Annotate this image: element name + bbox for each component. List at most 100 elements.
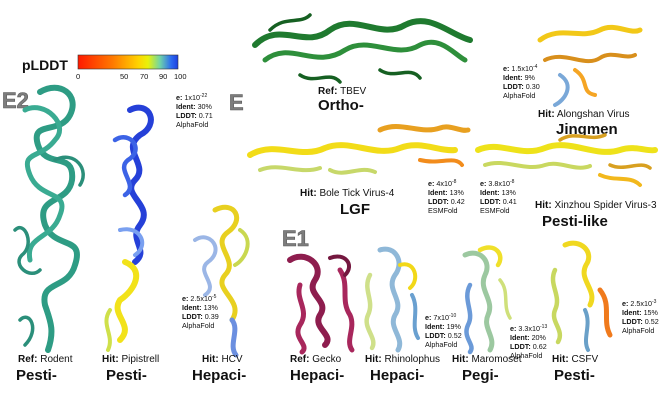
stats-e1-pegi: LDDT: 0.62 (510, 342, 547, 351)
stats-e2-hcv: Ident: 13% (182, 303, 219, 312)
ribbon (398, 262, 418, 290)
stats-e-pestilike: e: 3.8x10-8 (480, 179, 515, 188)
stats-e2-hit: LDDT: 0.71 (176, 111, 213, 120)
caption-e1-rhino: Hit: Rhinolophus (365, 354, 440, 365)
ribbon (377, 246, 403, 353)
ribbon (104, 308, 112, 352)
structure-e-pestilike (475, 133, 658, 187)
stats-e-jingmen: e: 1.5x10-4 (503, 64, 538, 73)
ribbon (483, 160, 592, 170)
caption-e-lgf: Hit: Bole Tick Virus-4 (300, 188, 395, 199)
stats-e-pestilike: Ident: 13% (480, 188, 517, 197)
family-e-ref: Ortho- (318, 97, 364, 114)
ribbon (193, 235, 218, 297)
ribbon (597, 287, 613, 338)
ribbon (268, 13, 422, 84)
family-e1-csfv: Pesti- (554, 367, 595, 384)
ribbon (114, 259, 140, 343)
stats-e1-csfv: Ident: 15% (622, 308, 659, 317)
stats-e2-hit: AlphaFold (176, 120, 208, 129)
ribbon (212, 204, 240, 323)
structure-e2-hit (104, 104, 154, 352)
ribbon (543, 52, 637, 64)
structure-e-lgf (247, 124, 471, 175)
structure-e2-hcv (193, 204, 250, 358)
ribbon (418, 158, 464, 167)
ribbon (262, 39, 468, 63)
colorbar-tick: 50 (120, 72, 128, 81)
stats-e1-csfv: AlphaFold (622, 326, 654, 335)
colorbar-gradient (77, 54, 179, 70)
ribbon (553, 73, 570, 107)
ribbon (562, 240, 595, 308)
stats-e-jingmen: LDDT: 0.30 (503, 82, 540, 91)
stats-e1-pegi: e: 3.3x10-13 (510, 324, 547, 333)
ribbon (252, 18, 473, 48)
ribbon (537, 24, 643, 43)
ribbon (464, 282, 474, 355)
ribbon (22, 105, 65, 263)
ribbon (410, 293, 420, 340)
structure-e1-pegi (462, 245, 512, 355)
stats-e1-rhino: LDDT: 0.52 (425, 331, 462, 340)
caption-name: Rodent (40, 354, 72, 365)
family-e1-ref: Hepaci- (290, 367, 344, 384)
ribbon (118, 227, 145, 257)
caption-e2-ref: Ref: Rodent (18, 354, 73, 365)
family-e2-ref: Pesti- (16, 367, 57, 384)
ribbon (295, 267, 355, 355)
stats-e1-csfv: e: 2.5x10-3 (622, 299, 657, 308)
family-e-pestilike: Pesti-like (542, 213, 608, 230)
stats-e-pestilike: ESMFold (480, 206, 510, 215)
colorbar-tick: 70 (140, 72, 148, 81)
family-e-lgf: LGF (340, 201, 370, 218)
ribbon (462, 250, 495, 353)
ribbon (583, 308, 590, 352)
panel-label-e2: E2 (2, 88, 29, 113)
stats-e2-hcv: AlphaFold (182, 321, 214, 330)
caption-e1-csfv: Hit: CSFV (552, 354, 598, 365)
stats-e1-rhino: Ident: 19% (425, 322, 462, 331)
stats-e1-csfv: LDDT: 0.52 (622, 317, 659, 326)
caption-e1-pegi: Hit: Maromoset (452, 354, 522, 365)
family-e2-hit: Pesti- (106, 367, 147, 384)
colorbar-tick: 90 (159, 72, 167, 81)
ribbon (364, 272, 376, 351)
ribbon (13, 155, 85, 347)
stats-e-pestilike: LDDT: 0.41 (480, 197, 517, 206)
ribbon (287, 253, 331, 348)
stats-e-lgf: Ident: 13% (428, 188, 465, 197)
plddt-colorbar: pLDDT 0 50 70 90 100 (22, 54, 187, 81)
colorbar-title: pLDDT (22, 57, 68, 73)
structure-e1-csfv (550, 240, 613, 352)
stats-e1-rhino: e: 7x10-10 (425, 313, 456, 322)
panel-label-e: E (229, 90, 244, 115)
ribbon (112, 135, 138, 198)
stats-e-lgf: ESMFold (428, 206, 458, 215)
ribbon (229, 317, 239, 358)
caption-e-ref: Ref: TBEV (318, 86, 367, 97)
caption-prefix: Ref: (18, 354, 37, 365)
colorbar-tick: 0 (76, 72, 80, 81)
structure-e-ref (252, 13, 473, 84)
family-e-jingmen: Jingmen (556, 121, 618, 138)
stats-e1-pegi: Ident: 20% (510, 333, 547, 342)
ribbon (598, 173, 642, 187)
caption-e1-ref: Ref: Gecko (290, 354, 342, 365)
panel-label-e1: E1 (282, 226, 309, 251)
ribbon (328, 254, 351, 277)
stats-e1-pegi: AlphaFold (510, 351, 542, 360)
stats-e2-hit: Ident: 30% (176, 102, 213, 111)
stats-e2-hcv: e: 2.5x10-5 (182, 294, 217, 303)
ribbon (477, 245, 503, 268)
ribbon (247, 142, 458, 158)
ribbon (475, 142, 658, 155)
family-e1-rhino: Hepaci- (370, 367, 424, 384)
ribbon (558, 133, 652, 170)
caption-e-pestilike: Hit: Xinzhou Spider Virus-3 (535, 200, 657, 211)
stats-e-jingmen: AlphaFold (503, 91, 535, 100)
stats-e-jingmen: Ident: 9% (503, 73, 536, 82)
structure-e-jingmen (537, 24, 643, 107)
stats-e2-hcv: LDDT: 0.39 (182, 312, 219, 321)
